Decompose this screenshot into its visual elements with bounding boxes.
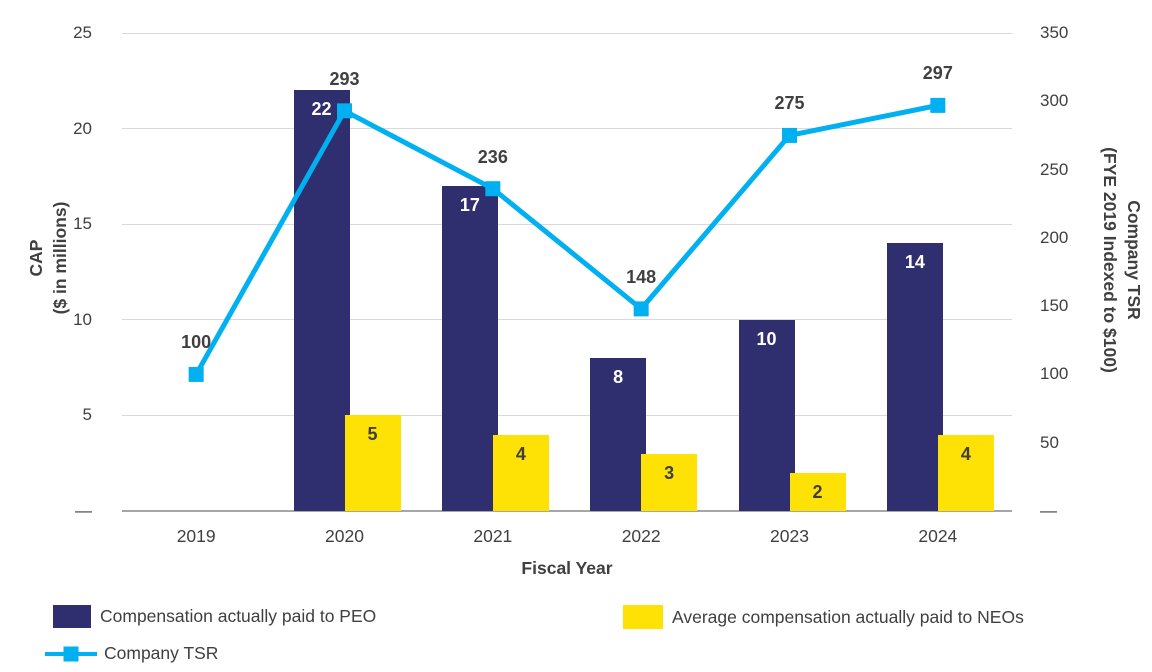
tsr-marker-icon (930, 97, 946, 113)
legend-item-neos: Average compensation actually paid to NE… (623, 605, 1024, 629)
left-axis-title-line1: CAP (26, 239, 46, 277)
left-axis-tick-label: 5 (82, 405, 92, 425)
x-axis-tick-label: 2019 (176, 526, 216, 546)
bar-neos (492, 434, 549, 511)
bar-neos (344, 415, 401, 511)
right-axis-tick-label: 250 (1040, 159, 1069, 179)
bar-value-label: 4 (960, 443, 971, 464)
right-axis-tick-label: — (1040, 501, 1057, 520)
bar-value-label: 4 (515, 443, 526, 464)
bar-peo (293, 90, 350, 511)
gridline (122, 319, 1012, 321)
bar-neos (789, 472, 846, 511)
legend-item-tsr: Company TSR (45, 643, 218, 664)
x-axis-tick-label: 2021 (473, 526, 513, 546)
x-axis-title: Fiscal Year (521, 558, 613, 578)
right-axis-title-line1: Company TSR (1124, 200, 1144, 320)
tsr-value-label: 275 (774, 93, 805, 114)
bar-value-label: 5 (367, 424, 378, 445)
legend-item-peo: Compensation actually paid to PEO (53, 605, 376, 628)
legend-swatch-peo (53, 605, 91, 628)
bar-value-label: 17 (459, 194, 480, 215)
bar-peo (441, 185, 498, 511)
gridline (122, 414, 1012, 416)
legend-label-peo: Compensation actually paid to PEO (100, 606, 377, 626)
tsr-value-label: 297 (922, 63, 953, 84)
left-axis-tick-label: 20 (73, 118, 92, 138)
right-axis-tick-label: 200 (1040, 227, 1069, 247)
tsr-marker-icon (782, 127, 797, 143)
bar-neos (641, 453, 698, 511)
gridline (122, 223, 1012, 225)
left-axis-tick-label: 25 (73, 23, 92, 42)
bar-peo (886, 243, 943, 511)
bar-neos (937, 434, 994, 511)
left-axis-title-line2: ($ in millions) (50, 201, 70, 315)
tsr-value-label: 293 (329, 68, 360, 89)
bar-value-label: 14 (904, 252, 925, 273)
gridline (122, 128, 1012, 130)
tsr-value-label: 148 (626, 266, 657, 287)
legend-swatch-neos (623, 605, 663, 629)
bar-value-label: 10 (756, 328, 777, 349)
right-axis-tick-label: 150 (1040, 296, 1069, 316)
right-axis-tick-label: 350 (1040, 23, 1069, 42)
bar-value-label: 22 (311, 99, 332, 120)
x-axis-tick-label: 2024 (918, 526, 958, 546)
left-axis-title: CAP ($ in millions) (24, 108, 72, 408)
x-axis-tick-label: 2023 (770, 526, 809, 546)
legend-square-marker-icon (63, 646, 79, 661)
tsr-marker-icon (188, 366, 204, 382)
right-axis-tick-label: 50 (1040, 432, 1059, 452)
x-axis-line (122, 510, 1012, 512)
x-axis-tick-label: 2022 (621, 526, 661, 546)
legend-label-neos: Average compensation actually paid to NE… (672, 606, 1024, 627)
left-axis-tick-label: 15 (73, 214, 92, 234)
legend-label-tsr: Company TSR (104, 643, 219, 663)
left-axis-tick-label: 10 (73, 309, 92, 329)
bar-value-label: 2 (812, 481, 823, 502)
tsr-value-label: 100 (181, 332, 212, 353)
legend-line-marker-tsr (45, 646, 97, 661)
gridline (122, 32, 1012, 34)
bar-value-label: 8 (613, 367, 624, 388)
bar-value-label: 3 (664, 462, 675, 483)
right-axis-tick-label: 100 (1040, 364, 1069, 384)
x-axis-tick-label: 2020 (325, 526, 364, 546)
right-axis-tick-label: 300 (1040, 91, 1069, 111)
tsr-marker-icon (633, 301, 649, 317)
left-axis-tick-label: — (75, 501, 92, 520)
bar-peo (590, 358, 647, 511)
tsr-value-label: 236 (477, 146, 508, 167)
